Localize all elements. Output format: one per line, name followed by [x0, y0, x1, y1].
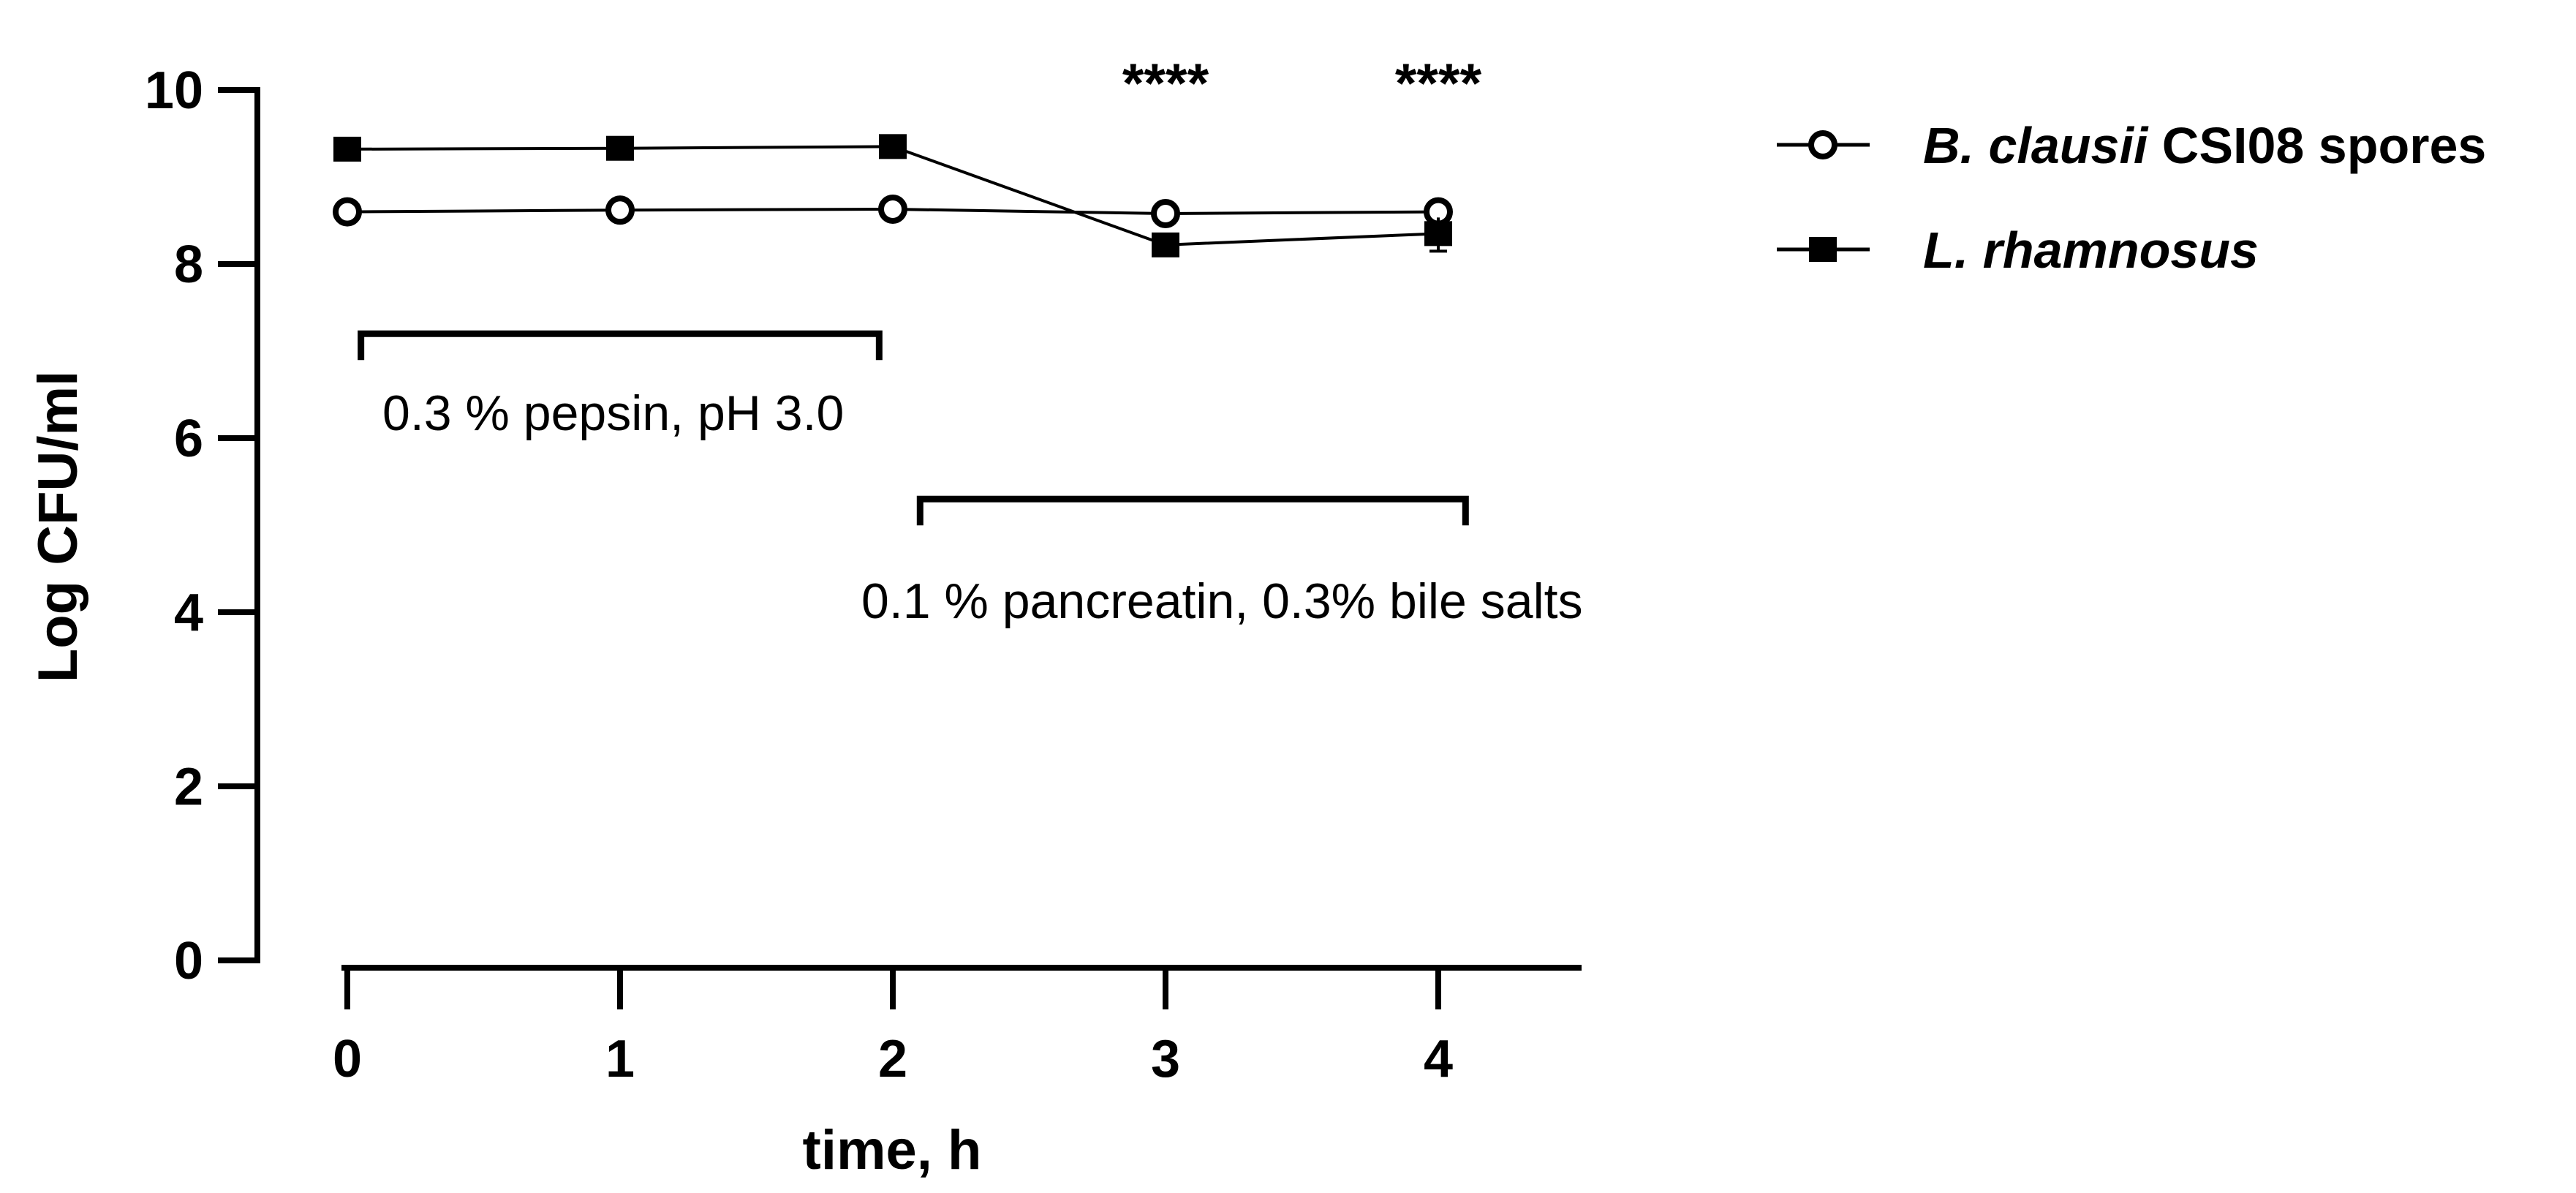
x-axis-title: time, h — [803, 1119, 982, 1181]
y-axis-title: Log CFU/ml — [27, 371, 89, 682]
y-tick-label: 2 — [174, 758, 203, 816]
axes: 0 2 4 6 8 10 0 1 2 3 4 — [145, 61, 1582, 1088]
y-tick-label: 4 — [174, 584, 203, 642]
phase-bracket — [358, 330, 883, 361]
x-tick-label: 4 — [1424, 1030, 1453, 1088]
phase-bracket — [916, 495, 1469, 526]
data-point-square — [606, 135, 634, 161]
significance-markers: **** **** — [1122, 53, 1482, 115]
data-point-circle — [1151, 198, 1180, 228]
legend-marker-square — [1809, 237, 1837, 262]
phase-label: 0.3 % pepsin, pH 3.0 — [382, 385, 844, 441]
legend-marker-circle — [1808, 130, 1837, 159]
y-tick-label: 0 — [174, 932, 203, 990]
data-point-circle — [878, 195, 907, 225]
legend-label: B. clausii CSI08 spores — [1923, 117, 2486, 174]
significance-stars: **** — [1395, 53, 1482, 115]
legend-label-italic: L. rhamnosus — [1923, 222, 2259, 279]
data-point-square — [879, 134, 907, 159]
legend: B. clausii CSI08 spores L. rhamnosus — [1777, 117, 2486, 279]
legend-label: L. rhamnosus — [1923, 222, 2259, 279]
phase-brackets: 0.3 % pepsin, pH 3.0 0.1 % pancreatin, 0.… — [358, 330, 1583, 629]
legend-label-italic: B. clausii — [1923, 117, 2149, 174]
y-tick-label: 6 — [174, 410, 203, 468]
significance-stars: **** — [1122, 53, 1209, 115]
y-tick-label: 8 — [174, 236, 203, 294]
x-tick-label: 0 — [333, 1030, 362, 1088]
data-point-square — [333, 136, 361, 162]
x-tick-label: 1 — [605, 1030, 635, 1088]
data-point-square — [1152, 232, 1179, 257]
x-tick-label: 3 — [1151, 1030, 1180, 1088]
series-layer — [333, 134, 1453, 257]
data-point-square — [1424, 221, 1452, 246]
data-point-circle — [605, 195, 635, 225]
y-tick-label: 10 — [145, 61, 203, 120]
legend-label-plain: CSI08 spores — [2148, 117, 2486, 174]
phase-label: 0.1 % pancreatin, 0.3% bile salts — [861, 573, 1583, 629]
data-point-circle — [333, 197, 362, 227]
x-tick-label: 2 — [878, 1030, 907, 1088]
